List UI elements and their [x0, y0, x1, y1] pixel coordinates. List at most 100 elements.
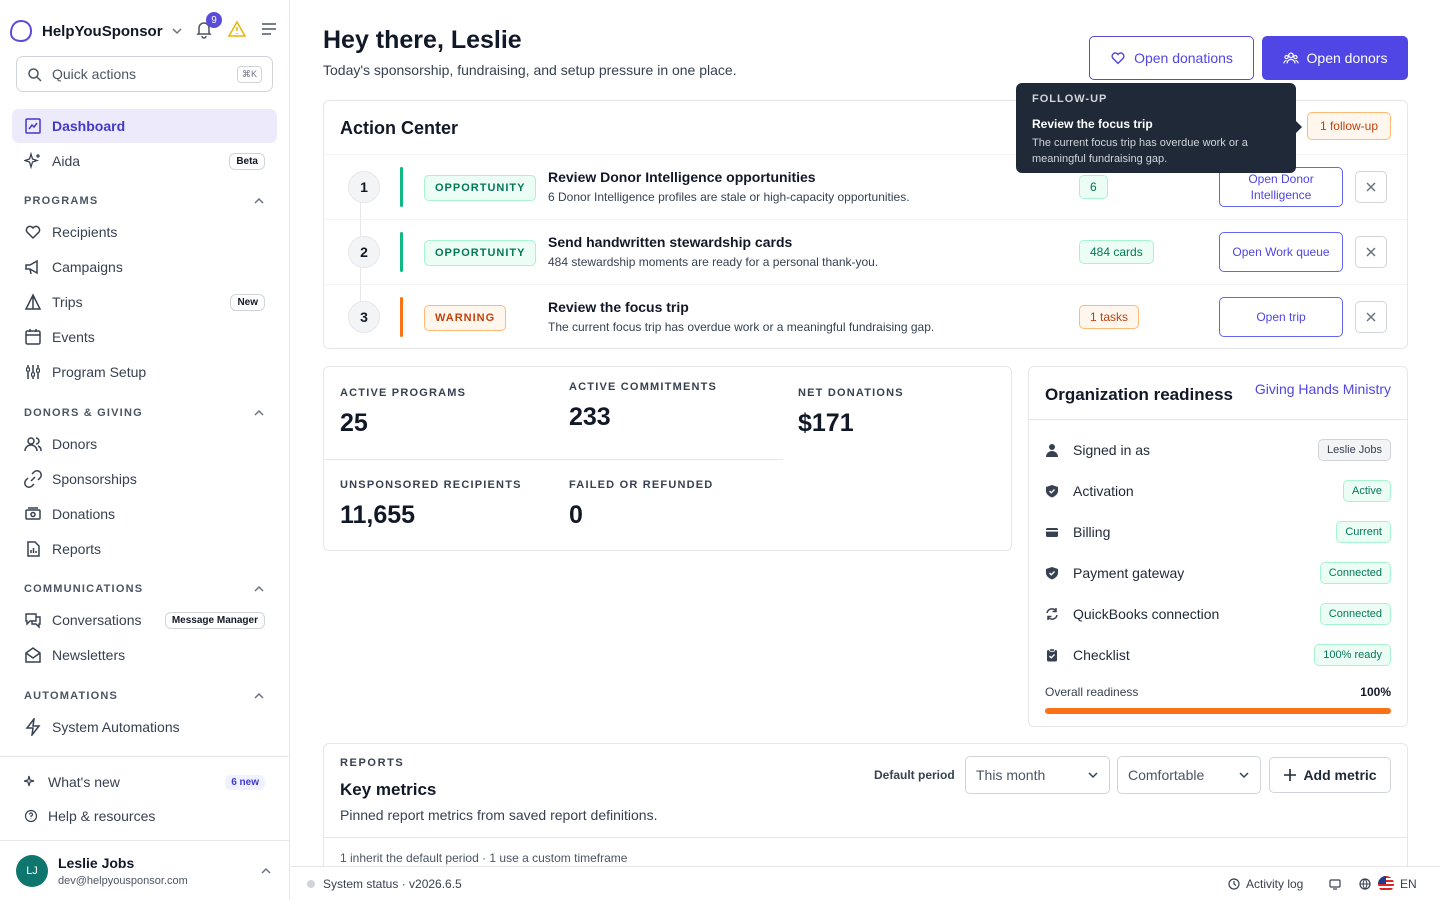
nav-sponsorships[interactable]: Sponsorships — [12, 462, 277, 496]
period-select[interactable]: This month — [965, 756, 1110, 794]
nav-campaigns[interactable]: Campaigns — [12, 250, 277, 284]
report-icon — [27, 541, 40, 557]
mail-open-icon — [25, 647, 41, 663]
section-programs[interactable]: PROGRAMS — [24, 195, 265, 207]
row-title: Review Donor Intelligence opportunities — [548, 169, 816, 185]
nav-label: Sponsorships — [52, 471, 137, 487]
section-label: COMMUNICATIONS — [24, 583, 144, 595]
notifications-button[interactable]: 9 — [194, 12, 222, 39]
button-label: Open donations — [1134, 50, 1233, 66]
reports-card: REPORTS Key metrics Pinned report metric… — [323, 743, 1408, 883]
nav-label: System Automations — [52, 719, 180, 735]
row-value: 100% ready — [1314, 644, 1391, 666]
message-manager-badge: Message Manager — [164, 611, 265, 629]
divider — [0, 756, 290, 757]
new-badge: New — [230, 293, 265, 311]
stat-label: ACTIVE COMMITMENTS — [569, 381, 718, 393]
activity-log-label: Activity log — [1246, 877, 1304, 891]
nav-label: Aida — [52, 153, 81, 169]
row-label: QuickBooks connection — [1073, 606, 1220, 622]
dismiss-button[interactable] — [1355, 171, 1387, 203]
menu-icon[interactable] — [260, 20, 278, 38]
warning-icon[interactable] — [228, 20, 246, 38]
action-row: 1 OPPORTUNITY Review Donor Intelligence … — [324, 154, 1407, 219]
quick-actions-search[interactable]: Quick actions ⌘K — [16, 56, 273, 92]
section-automations[interactable]: AUTOMATIONS — [24, 690, 265, 702]
section-donors-giving[interactable]: DONORS & GIVING — [24, 407, 265, 419]
row-label: Signed in as — [1073, 442, 1151, 458]
us-flag-icon — [1378, 876, 1394, 892]
monitor-icon[interactable] — [1329, 878, 1341, 890]
open-trip-button[interactable]: Open trip — [1219, 297, 1343, 337]
readiness-progress-track — [1045, 708, 1391, 714]
dismiss-button[interactable] — [1355, 301, 1387, 333]
language-selector[interactable]: EN — [1378, 876, 1417, 892]
help-link[interactable]: Help & resources — [24, 806, 265, 826]
user-icon — [1046, 444, 1058, 457]
nav-label: Campaigns — [52, 259, 123, 275]
nav-reports[interactable]: Reports — [12, 532, 277, 566]
row-accent-bar — [400, 232, 403, 272]
new-count-badge: 6 new — [225, 774, 265, 790]
row-value: Connected — [1319, 603, 1391, 625]
nav-label: Donors — [52, 436, 98, 452]
density-select[interactable]: Comfortable — [1117, 756, 1261, 794]
brand-switcher[interactable]: HelpYouSponsor — [8, 16, 183, 46]
user-menu[interactable]: LJ Leslie Jobs dev@helpyousponsor.com — [0, 840, 290, 900]
organization-link[interactable]: Giving Hands Ministry — [1254, 381, 1391, 397]
stat-net-donations: $171 — [798, 409, 854, 437]
nav-system-automations[interactable]: System Automations — [12, 710, 277, 744]
nav-trips[interactable]: Trips New — [12, 285, 277, 319]
activity-log-link[interactable]: Activity log — [1228, 877, 1303, 891]
overall-readiness-label: Overall readiness — [1045, 685, 1139, 699]
row-number: 1 — [348, 171, 380, 203]
row-count: 6 — [1079, 175, 1108, 199]
nav-dashboard[interactable]: Dashboard — [12, 109, 277, 143]
row-description: The current focus trip has overdue work … — [548, 320, 935, 334]
heart-icon — [25, 225, 41, 240]
readiness-title: Organization readiness — [1045, 385, 1233, 404]
opportunity-tag: OPPORTUNITY — [424, 240, 537, 266]
chevron-up-icon — [254, 692, 264, 699]
shield-check-icon — [1046, 485, 1058, 498]
open-donors-button[interactable]: Open donors — [1262, 36, 1408, 80]
chevron-down-icon — [172, 28, 182, 35]
nav-aida[interactable]: Aida Beta — [12, 144, 277, 178]
row-title: Review the focus trip — [548, 299, 689, 315]
add-metric-button[interactable]: Add metric — [1269, 757, 1391, 793]
nav-donations[interactable]: Donations — [12, 497, 277, 531]
brand-name: HelpYouSponsor — [42, 22, 163, 40]
sparkles-icon — [24, 152, 40, 170]
chart-icon — [25, 118, 41, 134]
row-description: 484 stewardship moments are ready for a … — [548, 255, 879, 269]
open-work-queue-button[interactable]: Open Work queue — [1219, 232, 1343, 272]
nav-label: Reports — [52, 541, 102, 557]
open-donations-button[interactable]: Open donations — [1089, 36, 1254, 80]
banknote-icon — [25, 507, 41, 520]
chat-icon — [25, 613, 41, 629]
nav-recipients[interactable]: Recipients — [12, 215, 277, 249]
nav-label: Trips — [52, 294, 83, 310]
link-icon — [24, 470, 42, 488]
follow-up-badge[interactable]: 1 follow-up — [1306, 112, 1391, 140]
globe-icon[interactable] — [1359, 878, 1371, 890]
readiness-row: Checklist 100% ready — [1045, 640, 1391, 670]
system-status[interactable]: System status · v2026.6.5 — [323, 877, 462, 891]
row-value: Active — [1343, 480, 1391, 502]
nav-donors[interactable]: Donors — [12, 427, 277, 461]
nav-newsletters[interactable]: Newsletters — [12, 638, 277, 672]
nav-conversations[interactable]: Conversations Message Manager — [12, 603, 277, 637]
status-bar: System status · v2026.6.5 Activity log E… — [291, 866, 1440, 900]
dismiss-button[interactable] — [1355, 236, 1387, 268]
readiness-row: QuickBooks connection Connected — [1045, 599, 1391, 629]
whats-new-link[interactable]: What's new 6 new — [24, 772, 265, 792]
section-communications[interactable]: COMMUNICATIONS — [24, 583, 265, 595]
megaphone-icon — [25, 259, 38, 275]
open-donor-intelligence-button[interactable]: Open Donor Intelligence — [1219, 167, 1343, 207]
nav-program-setup[interactable]: Program Setup — [12, 355, 277, 389]
reports-description: Pinned report metrics from saved report … — [340, 807, 658, 823]
nav-events[interactable]: Events — [12, 320, 277, 354]
reports-note: 1 inherit the default period · 1 use a c… — [340, 851, 628, 865]
reports-heading: REPORTS — [340, 757, 405, 769]
chevron-up-icon — [261, 867, 271, 874]
